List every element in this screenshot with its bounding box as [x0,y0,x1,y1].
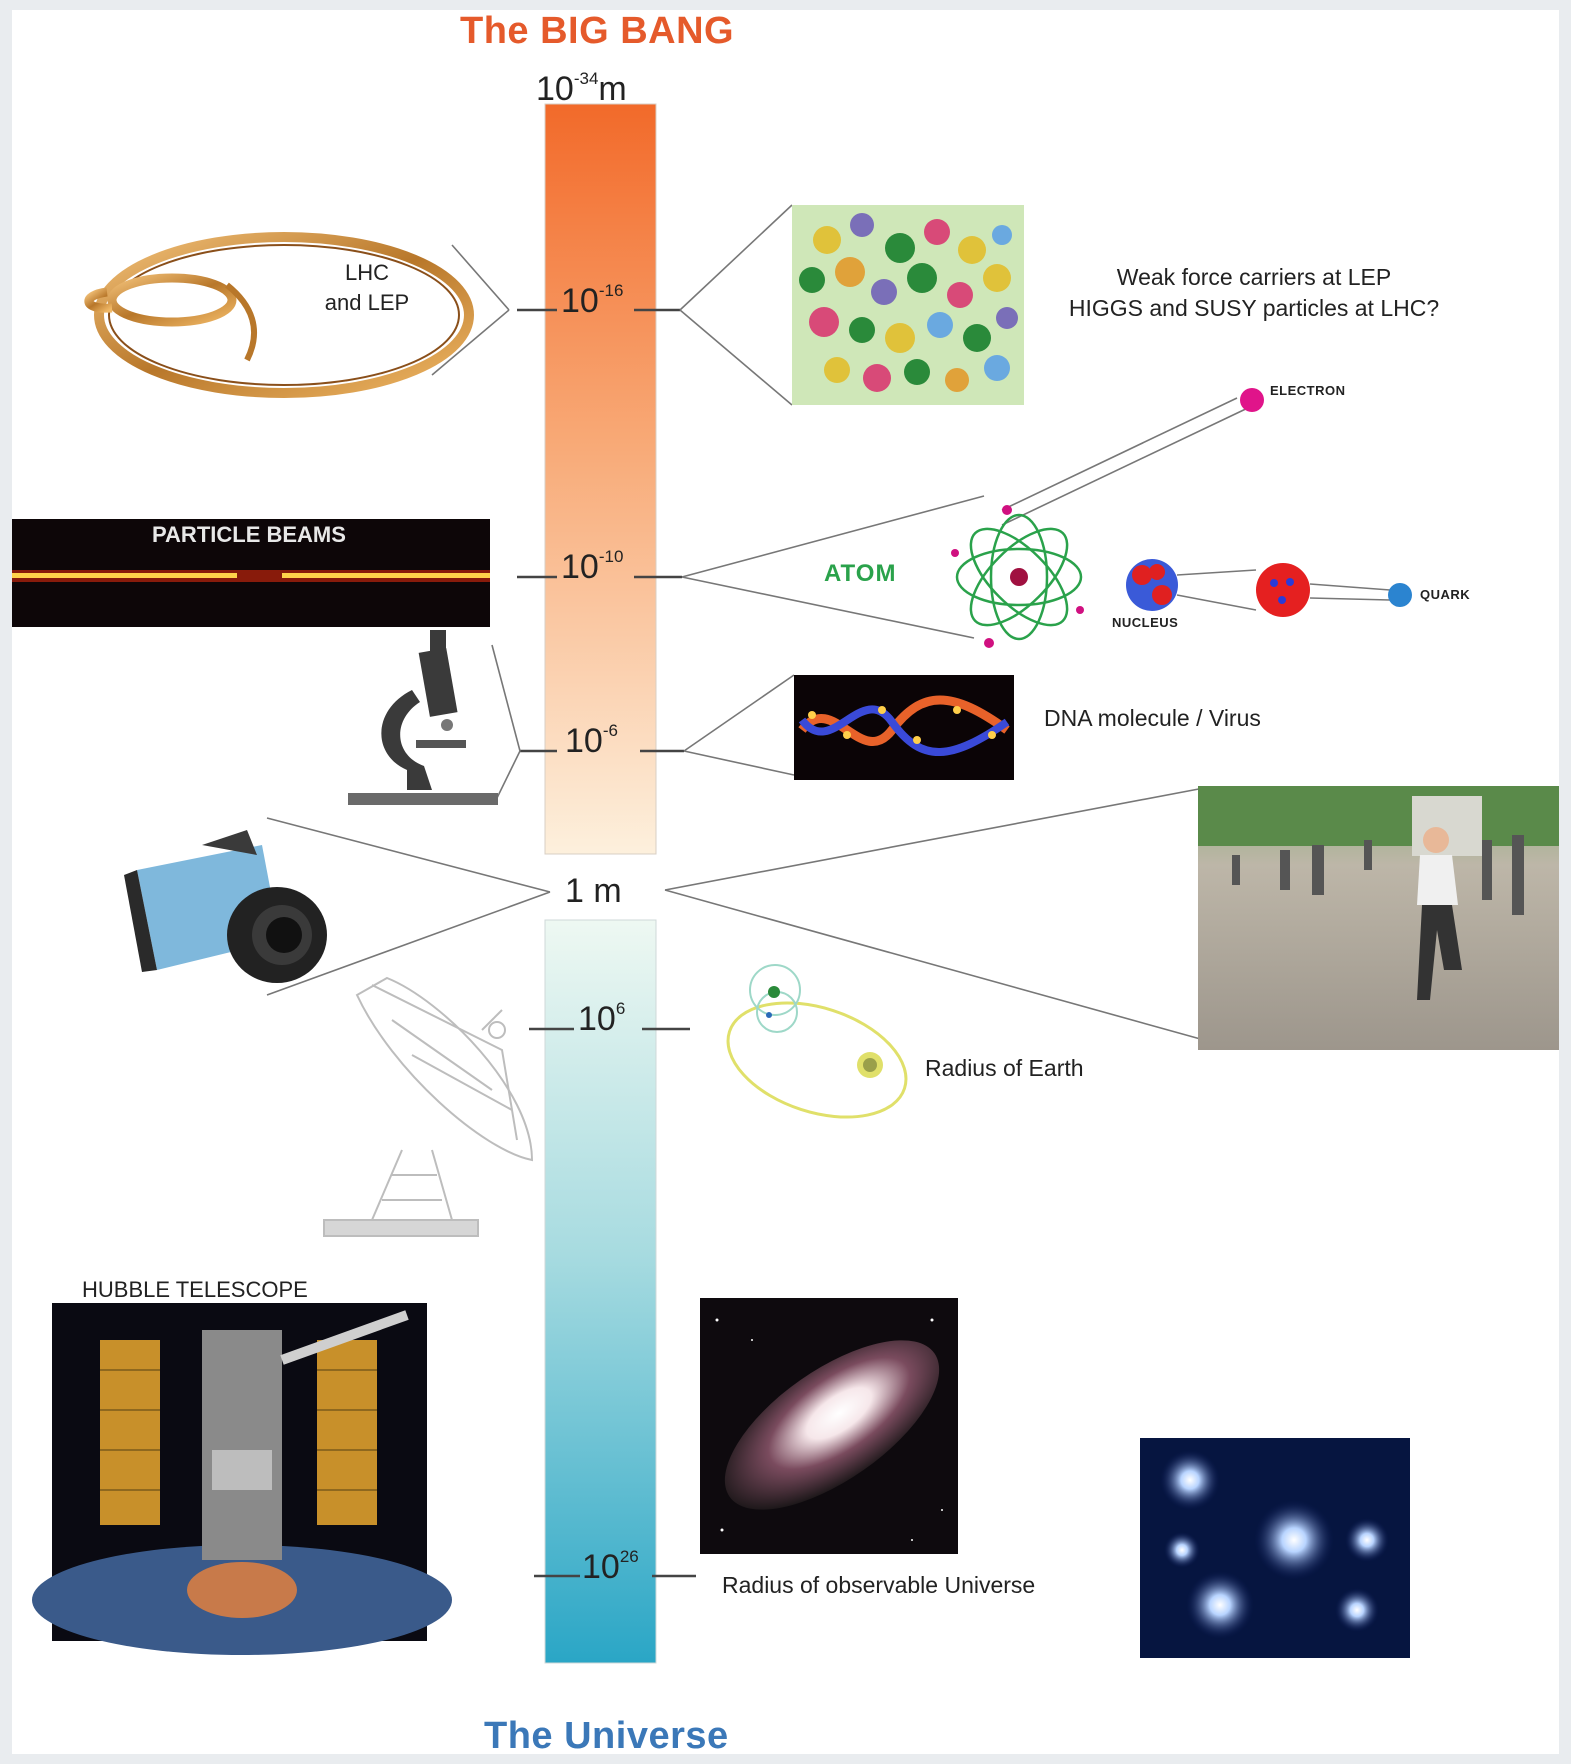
electron-dot [1240,388,1264,412]
atom-label: ATOM [824,560,897,587]
connector-lines [266,204,1253,1041]
title-big-bang: The BIG BANG [460,10,735,52]
star-cluster-image [1140,1438,1410,1658]
hubble-image [32,1303,452,1655]
proton-icon [1256,563,1310,617]
scale-label-1m: 1 m [565,872,622,910]
scale-label-1e-10: 10-10 [561,546,624,586]
camera-icon [124,830,327,983]
scale-label-top: 10-34m [536,68,627,108]
galaxy-image [700,1298,958,1554]
dna-image [794,675,1014,780]
earth-caption: Radius of Earth [925,1055,1084,1081]
universe-caption: Radius of observable Universe [722,1572,1036,1598]
tick-lines [517,308,696,1578]
particle-beams-label: PARTICLE BEAMS [152,522,346,547]
lhc-label: LHC and LEP [324,260,410,315]
runner-photo [1198,786,1559,1050]
microscope-icon [348,630,498,805]
dna-caption: DNA molecule / Virus [1044,705,1261,731]
quark-dot [1388,583,1412,607]
radio-dish-icon [323,976,534,1237]
atom-diagram [951,388,1412,648]
title-universe: The Universe [484,1715,729,1757]
quark-label: QUARK [1420,587,1471,602]
scale-label-1e26: 1026 [582,1546,639,1586]
weak-force-caption: Weak force carriers at LEP HIGGS and SUS… [1068,264,1440,322]
particle-cluster-image [792,205,1024,405]
earth-orbit-diagram [726,964,908,1119]
electron-label: ELECTRON [1270,383,1346,398]
scale-label-1e-6: 10-6 [565,720,618,760]
scale-diagram [12,103,1559,1664]
large-scale-bar [544,919,657,1664]
particle-beams-image [12,519,490,627]
nucleus-icon [1126,559,1178,611]
nucleus-label: NUCLEUS [1112,615,1179,630]
scale-label-1e-16: 10-16 [561,280,624,320]
ring-accelerator-icon [84,232,474,398]
figure-page: The BIG BANG The Universe [12,10,1559,1757]
hubble-label: HUBBLE TELESCOPE [82,1277,308,1302]
scale-label-1e6: 106 [578,998,626,1038]
small-scale-bar [544,103,657,855]
